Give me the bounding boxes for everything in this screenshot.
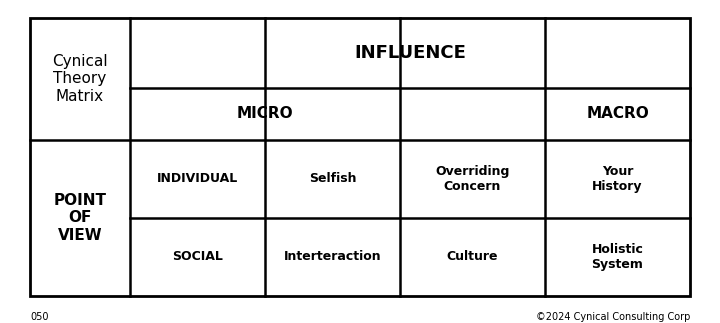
Text: Overriding
Concern: Overriding Concern: [436, 165, 510, 193]
Text: Selfish: Selfish: [309, 172, 356, 185]
Text: Culture: Culture: [446, 251, 498, 264]
Text: POINT
OF
VIEW: POINT OF VIEW: [53, 193, 107, 243]
Text: 050: 050: [30, 312, 48, 322]
Text: MACRO: MACRO: [586, 107, 649, 121]
Text: ©2024 Cynical Consulting Corp: ©2024 Cynical Consulting Corp: [536, 312, 690, 322]
Text: Cynical
Theory
Matrix: Cynical Theory Matrix: [52, 54, 108, 104]
Text: MICRO: MICRO: [237, 107, 293, 121]
Bar: [30, 18, 690, 296]
Text: SOCIAL: SOCIAL: [172, 251, 223, 264]
Text: INDIVIDUAL: INDIVIDUAL: [157, 172, 238, 185]
Text: Interteraction: Interteraction: [284, 251, 382, 264]
Text: Holistic
System: Holistic System: [592, 243, 644, 271]
Text: Your
History: Your History: [593, 165, 643, 193]
Text: INFLUENCE: INFLUENCE: [354, 44, 466, 62]
